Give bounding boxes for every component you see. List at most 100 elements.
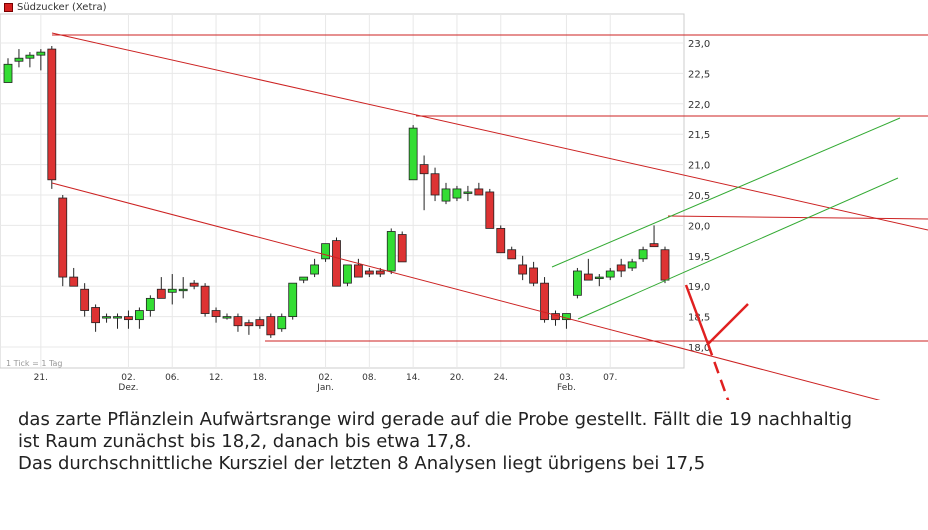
candle-body [605,270,615,278]
y-tick-label: 22,5 [688,69,710,80]
candle-body [353,264,363,278]
candle-body [419,164,429,175]
legend-label: Südzucker (Xetra) [17,2,107,13]
candle-body [540,282,549,321]
candle-body [91,307,100,324]
candle-body [573,270,582,296]
y-tick-label: 22,0 [688,100,710,111]
candle-body [627,261,637,269]
candle-body [485,191,495,229]
candle-body [583,273,593,281]
candle-body [200,285,210,314]
candle-body [441,188,451,202]
candle-body [124,316,133,321]
candle-body [25,54,35,59]
candle-body [167,288,177,293]
candle-body [343,264,352,284]
legend: Südzucker (Xetra) [4,2,107,13]
candle-body [364,270,374,275]
candle-body [113,316,122,319]
candle-body [211,310,221,317]
candle-body [518,264,528,275]
y-tick-label: 19,5 [688,252,710,263]
x-tick-label: 07. [603,373,617,383]
forecast-dashed [706,343,730,400]
resistance-20 [667,215,928,220]
x-tick-label: 06. [165,373,179,383]
candle-body [474,188,484,196]
channel-upper [551,117,901,268]
chart: 23,022,522,021,521,020,520,019,519,018,5… [0,13,928,400]
x-tick-label: 18. [253,373,267,383]
y-tick-label: 21,5 [688,130,710,141]
candle-body [255,319,265,327]
candle-body [266,316,276,336]
forecast-down [684,284,710,345]
candle-body [102,316,111,319]
candle-body [375,270,385,275]
x-tick-label: Jan. [316,383,334,393]
x-tick-label: 02. [121,373,135,383]
candle-body [156,288,166,299]
tick-note: 1 Tick = 1 Tag [6,359,63,368]
x-tick-label: 03. [559,373,573,383]
x-tick-label: 24. [494,373,508,383]
candle-body [277,316,287,330]
candle-body [430,173,440,196]
plot-area [0,13,685,369]
candle-body [594,276,604,279]
candle-body [288,282,298,318]
x-tick-label: 08. [362,373,376,383]
candle-body [244,322,254,327]
x-tick-label: 02. [318,373,332,383]
candle-body [58,197,68,278]
candle-body [332,240,341,287]
x-tick-label: 21. [34,373,48,383]
downtrend-upper [51,32,928,231]
candle-body [463,191,473,194]
candle-body [145,297,155,311]
candle-body [397,234,407,263]
candle-body [408,127,418,181]
candle-body [3,63,13,83]
candle-body [80,288,90,311]
candle-body [386,231,396,272]
candle-body [496,228,506,254]
x-tick-label: Feb. [557,383,576,393]
candle-body [178,288,188,292]
legend-swatch [4,3,13,12]
caption-line-3: Das durchschnittliche Kursziel der letzt… [18,453,706,474]
candle-body [189,282,199,287]
candle-body [134,310,144,321]
candle-body [299,276,309,281]
y-tick-label: 20,5 [688,191,710,202]
candle-body [14,57,24,62]
candle-body [660,249,670,281]
downtrend-lower [51,182,881,400]
candle-body [529,267,538,284]
caption-line-1: das zarte Pflänzlein Aufwärtsrange wird … [18,409,853,430]
y-tick-label: 23,0 [688,39,710,50]
x-tick-label: Dez. [118,383,138,393]
candle-body [507,249,517,260]
x-tick-label: 14. [406,373,420,383]
candle-body [310,264,320,275]
forecast-up [707,303,749,345]
candle-body [638,249,648,260]
caption: das zarte Pflänzlein Aufwärtsrange wird … [18,409,918,475]
x-tick-label: 20. [450,373,464,383]
candle-body [36,51,46,56]
candle-body [233,316,243,327]
y-tick-label: 20,0 [688,221,710,232]
candle-body [452,188,462,199]
candle-body [321,243,330,260]
x-tick-label: 12. [209,373,223,383]
candle-body [69,276,79,287]
candle-body [649,243,659,248]
y-tick-label: 21,0 [688,161,710,172]
candle-body [222,316,232,319]
y-tick-label: 19,0 [688,282,710,293]
channel-lower [577,177,899,320]
caption-line-2: ist Raum zunächst bis 18,2, danach bis e… [18,431,472,452]
candle-body [616,264,626,272]
